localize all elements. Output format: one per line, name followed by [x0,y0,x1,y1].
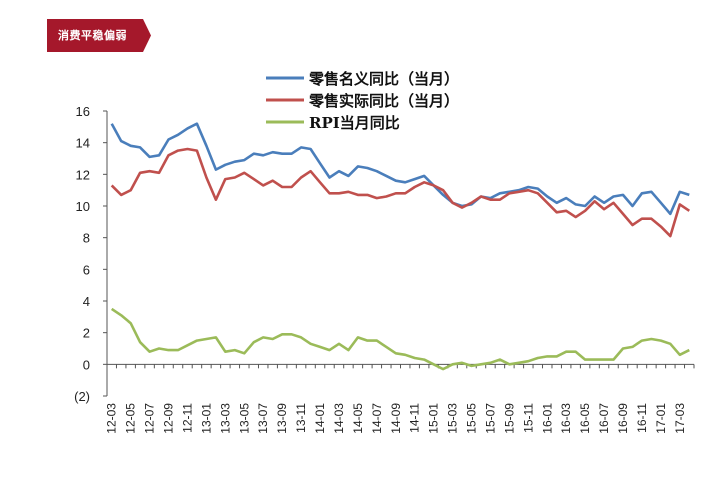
x-tick-label: 14-11 [408,403,422,433]
y-tick-label: 14 [76,136,90,151]
series-line-1 [110,122,690,216]
x-tick-label: 16-01 [540,403,554,434]
x-tick-label: 12-09 [162,403,176,434]
x-tick-label: 16-11 [635,403,649,433]
x-tick-label: 15-01 [427,403,441,434]
x-tick-label: 14-09 [389,403,403,434]
x-tick-label: 12-11 [180,403,194,433]
y-tick-label: 12 [76,167,90,182]
x-tick-label: 13-11 [294,403,308,433]
x-tick-label: 13-05 [237,403,251,434]
y-tick-label: 10 [76,199,90,214]
legend-label-1: 零售名义同比（当月） [308,70,459,88]
x-tick-label: 12-05 [124,403,138,434]
x-tick-label: 16-07 [597,403,611,434]
x-tick-label: 15-11 [521,403,535,433]
x-tick-label: 16-05 [578,403,592,434]
x-tick-label: 14-07 [370,403,384,434]
y-tick-label: 8 [83,231,90,246]
section-badge-label: 消费平稳偏弱 [58,29,127,42]
x-tick-label: 17-03 [673,403,687,434]
series-line-3 [110,307,690,371]
x-tick-label: 15-07 [483,403,497,434]
x-tick-label: 14-03 [332,403,346,434]
x-tick-label: 13-01 [199,403,213,434]
chart-axes [103,110,695,397]
x-tick-label: 12-03 [105,403,119,434]
y-tick-label: (2) [74,389,90,404]
x-tick-labels: 12-03 12-05 12-07 12-09 12-11 13-01 13-03 13-05… [105,403,687,434]
legend-label-3: RPI当月同比 [309,114,400,132]
x-tick-label: 12-07 [143,403,157,434]
y-tick-label: 2 [83,326,90,341]
x-tick-label: 16-09 [616,403,630,434]
series-line-2 [110,147,691,238]
y-tick-labels: 16 14 12 10 8 6 4 2 0 (2) [74,104,90,404]
badge-shape [47,19,151,52]
x-tick-label: 15-09 [502,403,516,434]
series-lines [110,122,691,371]
x-tick-label: 17-01 [654,403,668,434]
y-tick-label: 4 [83,294,90,309]
x-tick-label: 15-05 [465,403,479,434]
x-tick-label: 15-03 [446,403,460,434]
y-tick-label: 0 [83,357,90,372]
x-tick-label: 14-01 [313,403,327,434]
x-tick-label: 13-09 [275,403,289,434]
y-tick-label: 16 [76,104,90,119]
section-badge [47,19,151,52]
x-tick-label: 14-05 [351,403,365,434]
legend-label-2: 零售实际同比（当月） [308,92,459,110]
y-tick-label: 6 [83,262,90,277]
legend: 零售名义同比（当月） 零售实际同比（当月） RPI当月同比 [266,70,459,132]
x-tick-label: 13-07 [256,403,270,434]
x-tick-label: 16-03 [559,403,573,434]
x-tick-label: 13-03 [218,403,232,434]
